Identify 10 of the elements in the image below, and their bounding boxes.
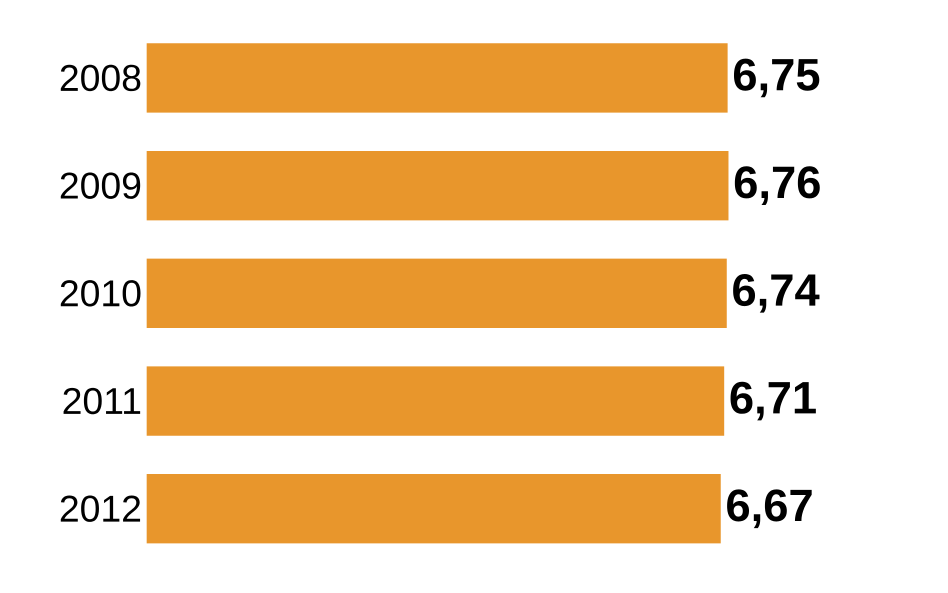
y-tick-label: 2010 bbox=[60, 280, 140, 306]
data-label: 6,76 bbox=[734, 166, 820, 205]
data-label: 6,74 bbox=[733, 274, 820, 313]
y-tick-label: 2008 bbox=[60, 64, 140, 92]
data-label: 6,75 bbox=[734, 58, 820, 98]
data-label: 6,71 bbox=[730, 382, 816, 420]
y-tick-label: 2009 bbox=[60, 172, 140, 199]
y-tick-label: 2012 bbox=[60, 495, 140, 522]
y-tick-label: 2011 bbox=[64, 388, 140, 414]
data-label: 6,67 bbox=[727, 489, 812, 528]
